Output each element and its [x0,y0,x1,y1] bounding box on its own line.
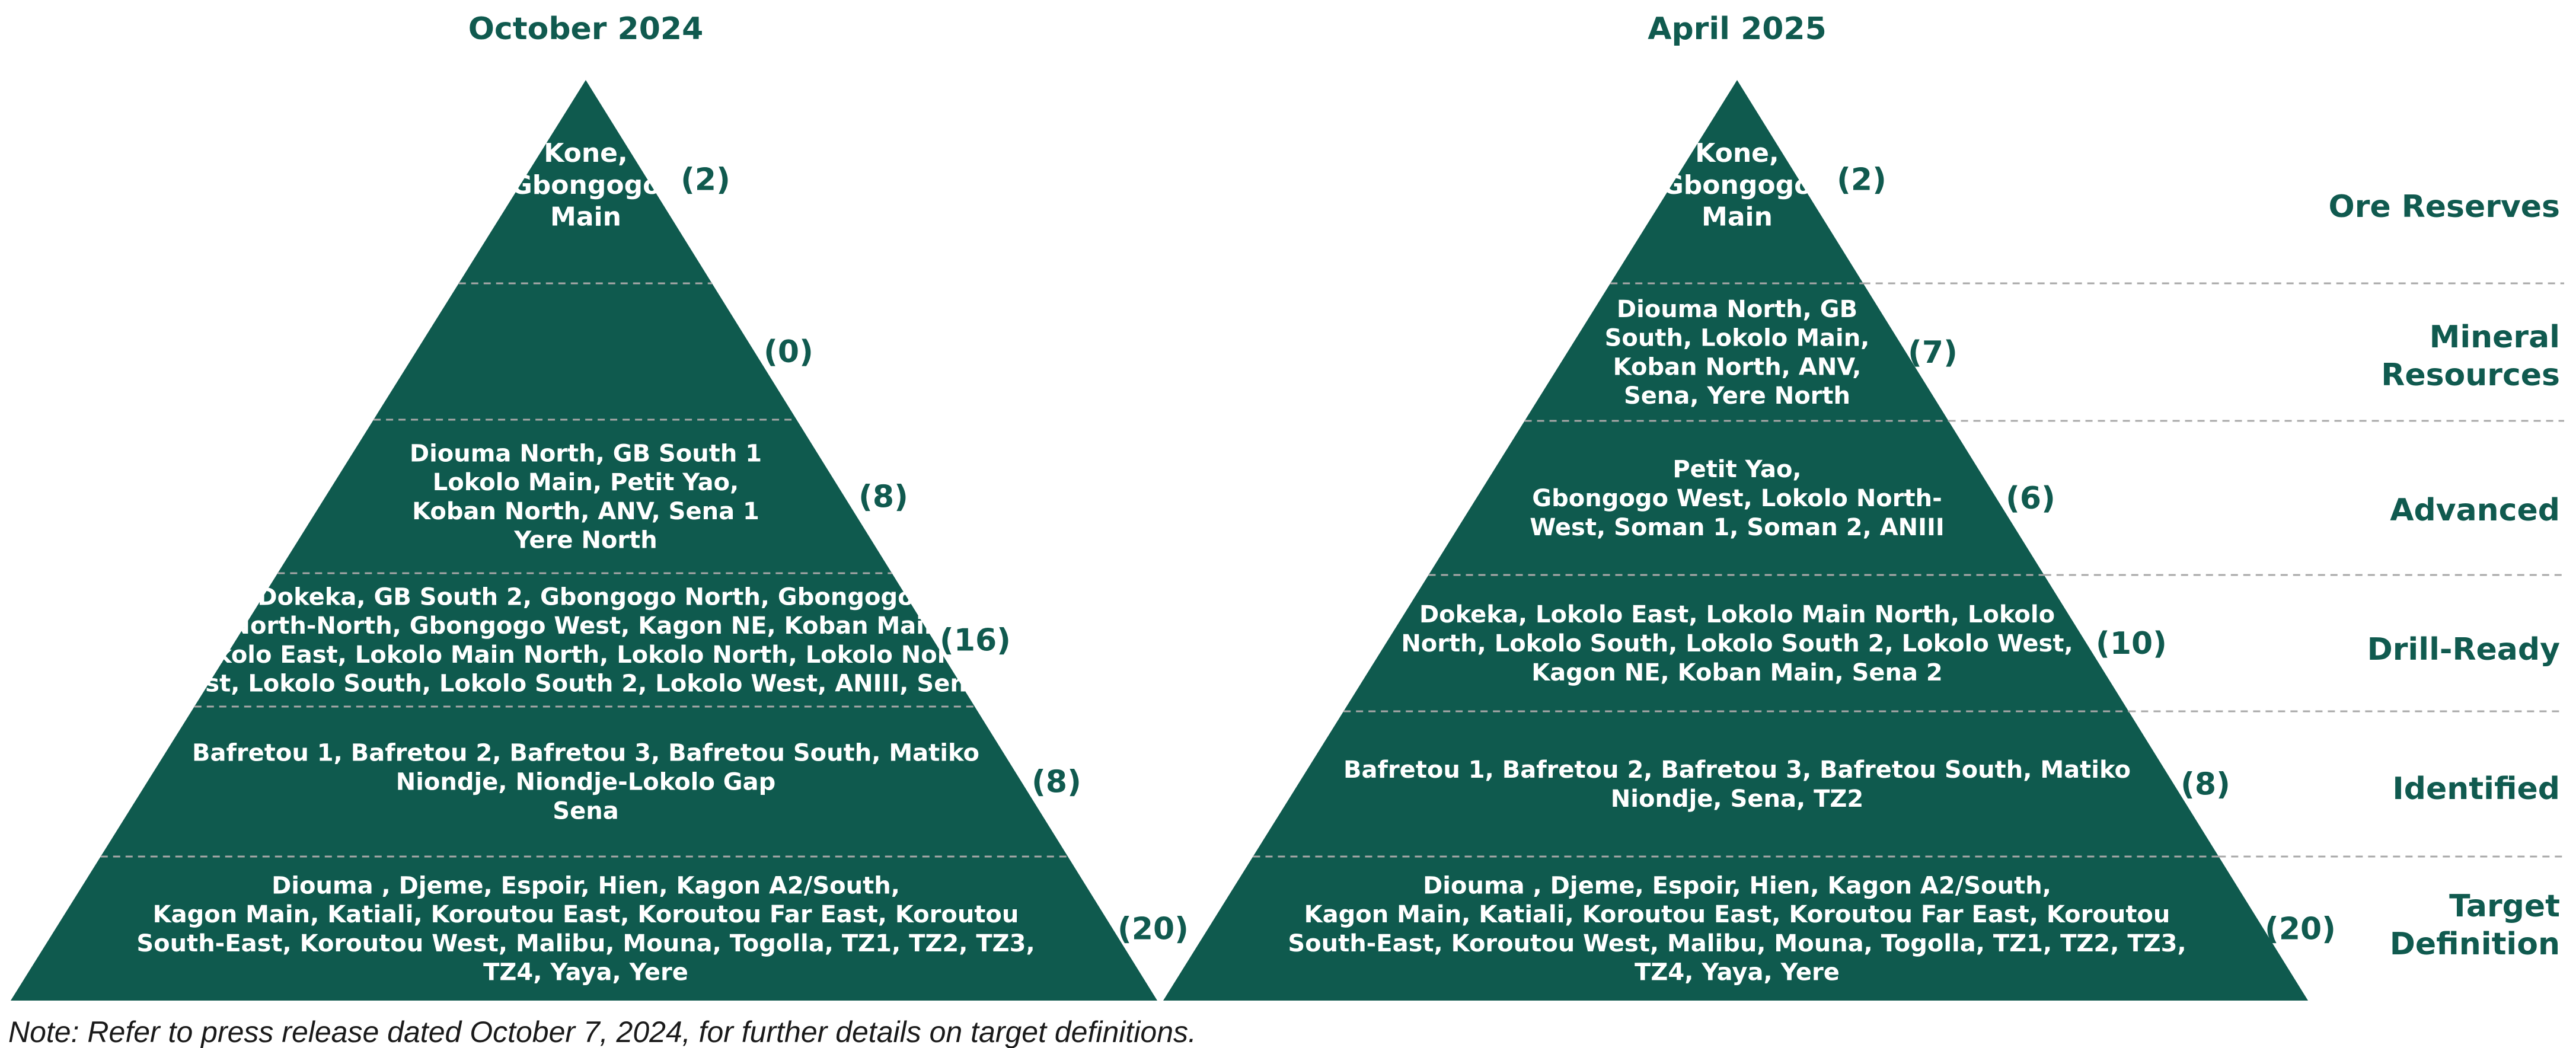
tier-count: (8) [2181,767,2230,803]
tier-label: Dokeka, Lokolo East, Lokolo Main North, … [1401,601,2073,686]
tier-count: (7) [1908,335,1958,370]
stage-label: Ore Reserves [2328,189,2560,225]
tier-label: Kone, Gbongogo Main [1662,138,1812,232]
tier-count: (16) [940,623,1011,659]
tier-count: (8) [858,480,908,515]
tier-label: Dokeka, GB South 2, Gbongogo North, Gbon… [164,583,1007,697]
footnote: Note: Refer to press release dated Octob… [8,1015,1196,1048]
tier-count: (0) [764,334,813,370]
tier-label: Bafretou 1, Bafretou 2, Bafretou 3, Bafr… [192,740,979,825]
tier-label: Diouma , Djeme, Espoir, Hien, Kagon A2/S… [1288,872,2186,986]
tier-count: (20) [1118,912,1189,947]
tier-count: (2) [1837,162,1886,198]
stage-label: Identified [2392,771,2560,807]
tier-label: Diouma North, GB South, Lokolo Main, Koban… [1605,296,1870,410]
tier-label: Petit Yao, Gbongogo West, Lokolo North-We… [1530,456,1945,541]
pyramid-title: October 2024 [468,11,704,47]
pyramid-body [11,80,1157,1001]
pyramid-title: April 2025 [1648,11,1827,47]
tier-count: (6) [2006,481,2055,516]
tier-count: (20) [2265,912,2336,947]
tier-label: Bafretou 1, Bafretou 2, Bafretou 3, Bafr… [1343,756,2131,813]
tier-label: Diouma , Djeme, Espoir, Hien, Kagon A2/S… [136,872,1035,986]
pyramid-body [1163,80,2308,1001]
tier-label: Kone, Gbongogo Main [511,138,661,232]
stage-label: Mineral Resources [2381,319,2560,393]
stage-label: Target Definition [2390,889,2560,962]
tier-count: (2) [681,162,730,198]
stage-label: Drill-Ready [2367,632,2560,667]
stage-label: Advanced [2390,493,2560,528]
tier-count: (8) [1032,765,1081,800]
tier-count: (10) [2096,626,2167,662]
tier-label: Diouma North, GB South 1 Lokolo Main, Pet… [410,440,762,554]
